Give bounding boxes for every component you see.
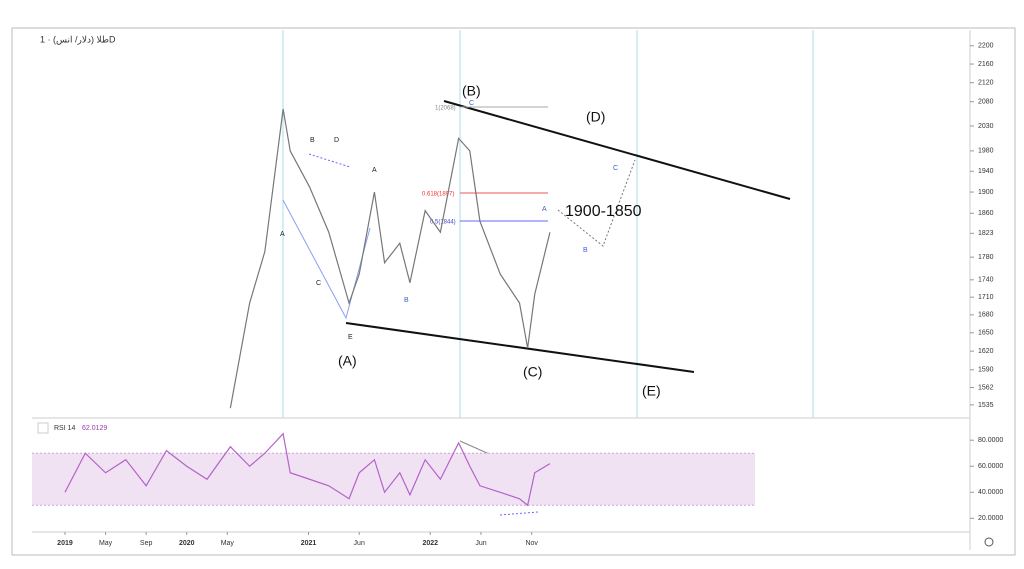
y-tick-label: 1620	[978, 348, 994, 355]
y-tick-label: 2160	[978, 61, 994, 68]
y-tick-label: 20.0000	[978, 515, 1003, 522]
x-tick-label: 2021	[301, 540, 317, 547]
sub-wave: E	[348, 334, 353, 341]
session-lines	[282, 30, 814, 418]
y-tick-label: 1980	[978, 148, 994, 155]
fib-label: 0.618(1897)	[422, 192, 454, 198]
y-tick-label: 60.0000	[978, 463, 1003, 470]
series-line	[229, 108, 551, 409]
wave-label: (D)	[586, 109, 605, 125]
frame	[11, 27, 1016, 556]
fib-label: 1(2068)	[435, 106, 456, 112]
x-tick-label: 2019	[57, 540, 73, 547]
chart-title: طلا (دلار/ انس) · 1D	[40, 34, 116, 45]
x-tick-label: Sep	[140, 540, 153, 547]
collapse-button[interactable]	[37, 422, 49, 434]
y-tick-label: 1823	[978, 230, 994, 237]
sub-wave: C	[316, 280, 321, 287]
x-tick-label: May	[99, 540, 113, 547]
sub-wave: C	[469, 100, 474, 107]
trend-line	[345, 322, 695, 373]
y-tick-label: 1535	[978, 402, 994, 409]
y-tick-label: 1860	[978, 210, 994, 217]
trend-line	[443, 100, 791, 200]
sub-wave: B	[583, 247, 588, 254]
x-tick-label: 2022	[422, 540, 438, 547]
y-tick-label: 1710	[978, 294, 994, 301]
rsi-value: 62.0129	[82, 425, 107, 432]
wave-label: (C)	[523, 364, 542, 380]
x-tick-label: Jun	[475, 540, 486, 547]
y-tick-label: 40.0000	[978, 489, 1003, 496]
y-tick-label: 1940	[978, 168, 994, 175]
y-tick-label: 1562	[978, 384, 994, 391]
projection	[557, 159, 636, 247]
settings-icon[interactable]	[984, 537, 994, 547]
y-tick-label: 2080	[978, 99, 994, 106]
y-tick-label: 2200	[978, 43, 994, 50]
rsi-title: RSI 14	[54, 425, 76, 432]
wave-line	[282, 199, 371, 320]
target-zone: 1900-1850	[565, 203, 642, 220]
wave-line	[308, 153, 351, 168]
y-tick-label: 2030	[978, 123, 994, 130]
series-line	[64, 432, 551, 507]
x-tick-label: Jun	[354, 540, 365, 547]
rsi-divergence	[499, 511, 539, 516]
x-tick-label: May	[221, 540, 235, 547]
sub-wave: D	[334, 137, 339, 144]
x-tick-label: 2020	[179, 540, 195, 547]
sub-wave: A	[372, 167, 377, 174]
sub-wave: C	[613, 165, 618, 172]
x-tick-label: Nov	[525, 540, 538, 547]
wave-label: (E)	[642, 383, 661, 399]
sub-wave: B	[310, 137, 315, 144]
y-tick-label: 1900	[978, 189, 994, 196]
y-tick-label: 1680	[978, 312, 994, 319]
y-tick-label: 1780	[978, 254, 994, 261]
y-tick-label: 80.0000	[978, 437, 1003, 444]
rsi-band	[32, 453, 755, 506]
wave-label: (A)	[338, 353, 357, 369]
y-tick-label: 2120	[978, 80, 994, 87]
sub-wave: A	[542, 206, 547, 213]
sub-wave: B	[404, 297, 409, 304]
y-tick-label: 1590	[978, 367, 994, 374]
sub-wave: A	[280, 231, 285, 238]
wave-label: (B)	[462, 83, 481, 99]
y-tick-label: 1650	[978, 330, 994, 337]
y-tick-label: 1740	[978, 277, 994, 284]
